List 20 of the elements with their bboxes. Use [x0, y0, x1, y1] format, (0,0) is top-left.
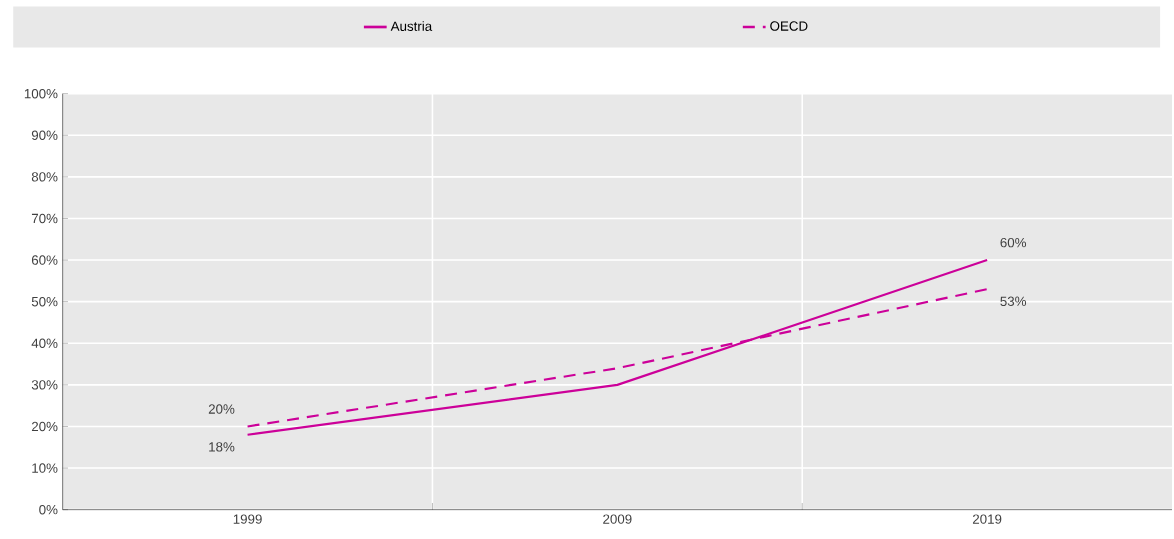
y-tick-label: 10%: [32, 463, 58, 473]
y-tick-label: 20%: [31, 421, 58, 432]
y-tick-label: 60%: [31, 255, 58, 265]
data-label: 53%: [1000, 296, 1027, 306]
data-label: 20%: [208, 404, 235, 414]
x-tick-label: 2019: [972, 514, 1002, 524]
y-tick-label: 50%: [31, 296, 58, 307]
x-tick-label: 1999: [233, 514, 262, 524]
legend-label: Austria: [390, 21, 433, 31]
y-tick-label: 70%: [31, 213, 58, 224]
data-label: 60%: [1000, 237, 1027, 248]
y-tick-label: 30%: [31, 380, 58, 390]
y-tick-label: 100%: [24, 88, 58, 99]
y-tick-label: 80%: [31, 172, 58, 182]
y-tick-label: 0%: [39, 504, 58, 515]
y-tick-label: 90%: [31, 130, 58, 140]
legend-label: OECD: [770, 21, 808, 31]
x-tick-label: 2009: [603, 514, 632, 524]
y-tick-label: 40%: [31, 338, 58, 348]
data-label: 18%: [209, 442, 235, 452]
